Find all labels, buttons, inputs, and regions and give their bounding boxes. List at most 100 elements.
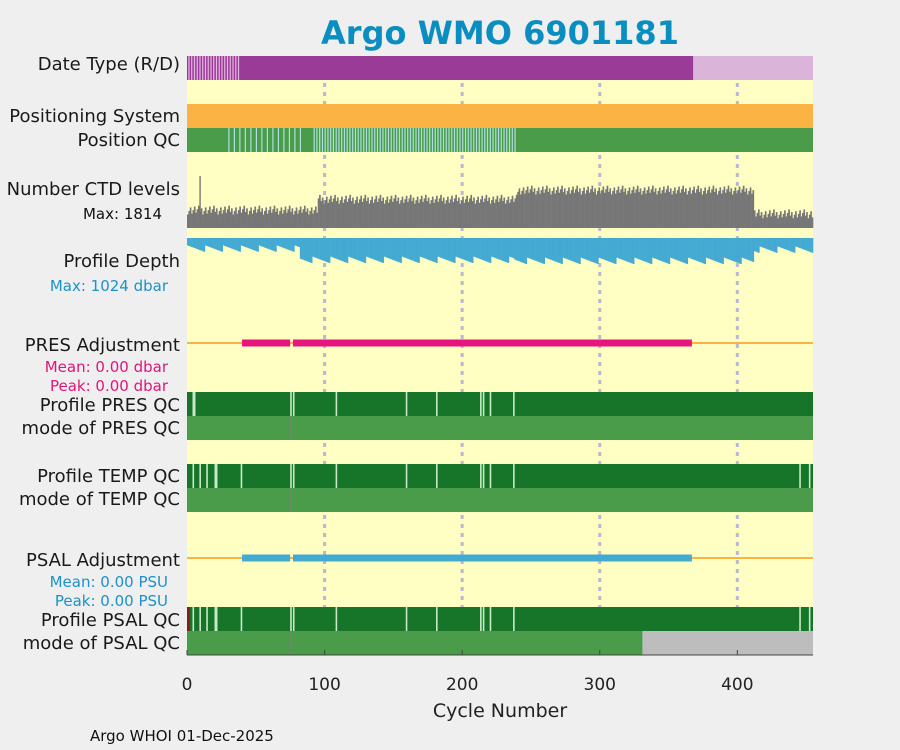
ctd-bar-452 <box>808 214 811 228</box>
ctd-bar-449 <box>804 215 807 228</box>
depth-bar-43 <box>246 238 248 248</box>
ctd-bar-61 <box>270 212 273 228</box>
depth-bar-136 <box>374 238 376 260</box>
position_qc-tick-0-180 <box>434 128 436 152</box>
depth-bar-68 <box>280 238 283 248</box>
ctd-bar-50 <box>255 212 258 228</box>
ctd-bar-94 <box>316 212 319 228</box>
ctd-bar-318 <box>624 188 627 228</box>
pres_qc-tick-77 <box>292 392 295 416</box>
depth-bar-176 <box>429 238 431 261</box>
ctd-bar-440 <box>792 218 795 228</box>
position_qc-tick-0-214 <box>481 128 483 152</box>
depth-bar-235 <box>510 238 512 258</box>
ctd-bar-181 <box>436 195 438 228</box>
psal_adj-bar-1 <box>292 554 692 562</box>
depth-bar-320 <box>627 238 629 262</box>
ctd-bar-317 <box>623 191 625 228</box>
depth-bar-452 <box>808 238 811 252</box>
depth-bar-250 <box>530 238 533 260</box>
depth-bar-364 <box>687 238 690 258</box>
ctd-bar-132 <box>368 203 371 228</box>
ctd-bar-80 <box>297 213 299 228</box>
ctd-bar-157 <box>403 202 405 228</box>
depth-bar-397 <box>733 238 735 262</box>
ctd-bar-296 <box>594 188 596 228</box>
depth-bar-365 <box>689 238 691 259</box>
psal_qc-label: Profile PSAL QC <box>41 610 180 631</box>
ctd-bar-104 <box>330 195 332 228</box>
ctd-bar-2 <box>189 207 192 228</box>
depth-bar-138 <box>376 238 379 261</box>
depth-bar-396 <box>731 238 734 261</box>
ctd-bar-0 <box>187 214 189 228</box>
ctd-bar-138 <box>376 201 379 228</box>
ctd-bar-152 <box>396 201 398 228</box>
ctd-bar-14 <box>206 213 208 228</box>
depth-bar-133 <box>369 238 372 259</box>
ctd-bar-101 <box>325 196 328 228</box>
position_qc-tick-0-228 <box>500 128 502 152</box>
ctd-bar-171 <box>422 201 424 228</box>
date_type-tick-19 <box>213 56 215 80</box>
ctd-bar-67 <box>279 210 281 228</box>
pres_qc-tick-75 <box>290 392 292 416</box>
ctd-bar-260 <box>544 189 547 228</box>
ctd-bar-208 <box>473 197 475 228</box>
depth-bar-180 <box>434 238 437 263</box>
ctd-bar-230 <box>503 197 506 228</box>
ctd-bar-249 <box>529 189 532 228</box>
depth-bar-190 <box>448 238 451 261</box>
depth-bar-192 <box>451 238 453 262</box>
depth-bar-67 <box>279 238 281 247</box>
depth-bar-374 <box>701 238 704 263</box>
ctd-bar-124 <box>357 202 360 228</box>
depth-bar-77 <box>292 238 295 252</box>
ctd-bar-142 <box>382 197 385 228</box>
psal_qc-tick-14 <box>206 607 208 631</box>
depth-bar-366 <box>690 238 693 259</box>
ctd-bar-423 <box>768 210 771 228</box>
depth-bar-433 <box>782 238 785 249</box>
ctd-bar-156 <box>401 196 404 228</box>
depth-bar-413 <box>755 238 757 252</box>
depth-bar-392 <box>726 238 728 259</box>
position_qc-tick-0-92 <box>313 128 315 152</box>
ctd-bar-16 <box>209 206 211 228</box>
depth-bar-297 <box>595 238 598 264</box>
row-labels: Date Type (R/D) Positioning System Positio… <box>7 54 180 654</box>
depth-bar-447 <box>801 238 804 250</box>
pres_qc-tick-4 <box>192 392 195 416</box>
ctd-bar-180 <box>434 199 437 228</box>
pres_adj-mean-label: Mean: 0.00 dbar <box>45 358 169 376</box>
ctd-bar-186 <box>442 197 445 228</box>
ctd-bar-150 <box>393 198 396 228</box>
depth-bar-382 <box>712 238 715 261</box>
position_qc-tick-0-164 <box>412 128 414 152</box>
depth-bar-167 <box>416 238 419 263</box>
ctd-bar-395 <box>730 188 733 228</box>
ctd-bar-255 <box>537 187 540 228</box>
depth-bar-342 <box>657 238 660 260</box>
ctd-bar-333 <box>645 193 647 228</box>
depth-bar-86 <box>305 238 307 261</box>
depth-bar-205 <box>469 238 471 262</box>
depth-bar-331 <box>642 238 645 261</box>
depth-bar-372 <box>698 238 701 262</box>
ctd-bar-361 <box>683 191 686 228</box>
chart-title: Argo WMO 6901181 <box>321 14 679 52</box>
position_qc-tick-0-126 <box>360 128 362 152</box>
position_qc-tick-0-154 <box>398 128 401 152</box>
depth-bar-40 <box>242 238 244 247</box>
depth-bar-326 <box>635 238 638 259</box>
depth-bar-232 <box>506 238 508 263</box>
ctd-bar-114 <box>343 199 346 228</box>
depth-bar-105 <box>331 238 334 258</box>
ctd-bar-439 <box>790 212 793 228</box>
ctd-bar-307 <box>609 188 612 228</box>
position_qc-tick-0-236 <box>511 128 513 152</box>
ctd-bar-262 <box>547 191 550 228</box>
depth-bar-373 <box>700 238 702 263</box>
ctd-bar-256 <box>539 193 541 228</box>
